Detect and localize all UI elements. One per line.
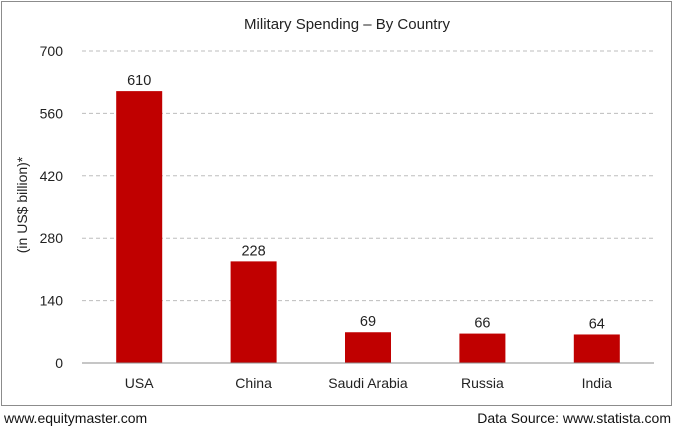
footer-data-source[interactable]: Data Source: www.statista.com [477,410,671,426]
bars [116,91,620,363]
data-label: 69 [360,314,376,330]
bar-usa [116,91,163,363]
data-label: 228 [241,243,265,259]
y-tick-label: 560 [40,105,64,121]
y-axis-label: (in US$ billion)* [14,156,30,253]
x-tick-label: China [235,375,272,391]
bar-india [573,334,620,363]
y-tick-label: 140 [40,293,64,309]
data-label: 610 [127,73,151,89]
y-tick-label: 280 [40,230,64,246]
y-axis-ticks: 0 140 280 420 560 700 [40,43,64,371]
chart-title: Military Spending – By Country [244,16,450,33]
y-tick-label: 0 [55,355,63,371]
bar-russia [459,333,506,363]
data-label: 66 [474,316,490,332]
x-tick-label: India [582,375,613,391]
bar-saudi-arabia [345,332,391,363]
footer-source-site[interactable]: www.equitymaster.com [4,410,148,426]
data-labels: 610 228 69 66 64 [127,73,605,332]
grid-lines [82,50,654,302]
x-tick-label: Saudi Arabia [328,375,408,391]
bar-china [230,261,277,363]
x-tick-label: USA [125,375,154,391]
y-tick-label: 420 [40,168,64,184]
y-tick-label: 700 [40,43,64,59]
x-tick-label: Russia [461,375,504,391]
x-axis-ticks: USA China Saudi Arabia Russia India [125,375,612,391]
data-label: 64 [589,316,605,332]
chart-frame [1,1,672,406]
